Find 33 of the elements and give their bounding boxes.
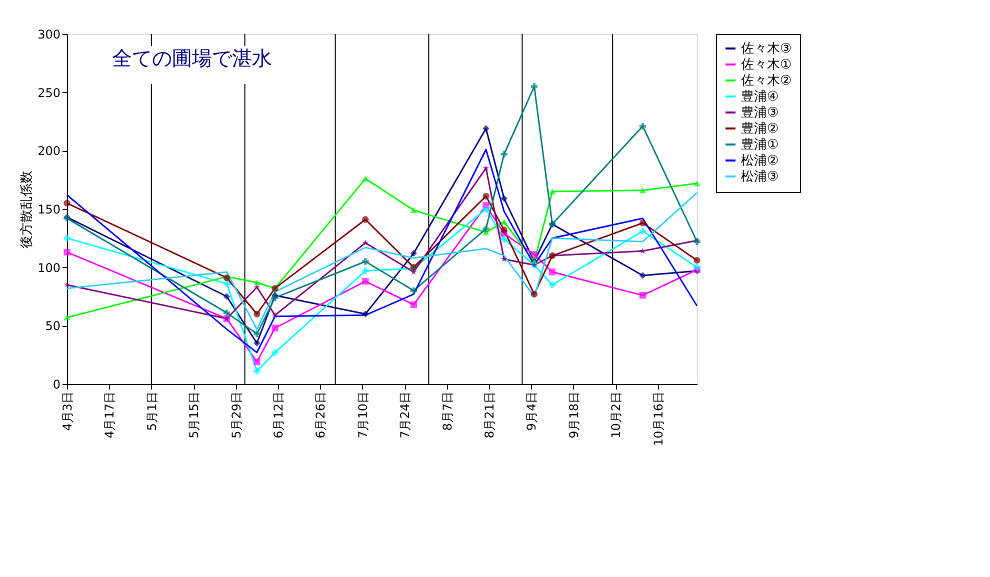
- x-tick-label: 10月2日: [609, 392, 624, 438]
- x-tick-label: 4月17日: [102, 392, 117, 438]
- legend-label: 松浦②: [741, 154, 779, 168]
- x-tick-label: 8月21日: [482, 392, 497, 438]
- annotation: 全ての圃場で湛水: [112, 46, 272, 70]
- y-tick-label: 50: [45, 319, 60, 334]
- legend-label: 松浦③: [741, 170, 779, 184]
- x-tick-label: 5月1日: [144, 392, 159, 431]
- x-tick-label: 6月12日: [272, 392, 286, 438]
- legend-label: 佐々木①: [741, 58, 792, 72]
- y-axis-title: 後方散乱係数: [18, 170, 35, 248]
- legend-label: 豊浦①: [741, 138, 779, 152]
- legend-label: 豊浦②: [741, 122, 779, 136]
- y-tick-label: 300: [38, 28, 60, 42]
- y-tick-label: 150: [38, 202, 60, 216]
- legend-label: 豊浦③: [741, 106, 779, 120]
- y-tick-label: 100: [38, 260, 60, 275]
- legend-label: 佐々木③: [741, 42, 792, 56]
- x-tick-label: 9月18日: [566, 392, 581, 438]
- x-tick-label: 10月16日: [651, 392, 666, 446]
- legend-label: 豊浦④: [741, 90, 779, 104]
- legend-label: 佐々木②: [741, 74, 792, 88]
- x-tick-label: 4月3日: [60, 392, 74, 431]
- x-tick-label: 7月24日: [398, 392, 412, 438]
- x-tick-label: 7月10日: [356, 392, 370, 438]
- x-tick-label: 5月29日: [229, 392, 244, 438]
- y-tick-label: 0: [52, 378, 60, 392]
- x-tick-label: 6月26日: [314, 392, 328, 438]
- y-tick-label: 250: [38, 86, 60, 100]
- x-tick-label: 9月4日: [524, 392, 539, 431]
- x-tick-label: 8月7日: [440, 392, 454, 431]
- x-tick-label: 5月15日: [187, 392, 202, 438]
- y-tick-label: 200: [38, 144, 60, 158]
